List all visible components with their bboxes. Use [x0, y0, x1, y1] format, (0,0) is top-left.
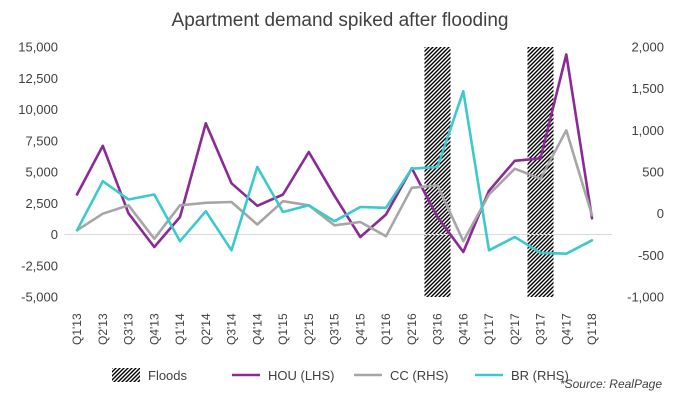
- legend-label: Floods: [148, 368, 188, 383]
- x-tick-label: Q1'17: [482, 313, 496, 345]
- y-left-tick-label: 5,000: [25, 165, 58, 180]
- y-left-tick-label: -5,000: [21, 290, 58, 305]
- y-left-tick-label: 10,000: [18, 102, 58, 117]
- y-right-tick-label: 2,000: [631, 40, 664, 55]
- x-tick-label: Q3'17: [534, 313, 548, 345]
- x-tick-label: Q4'15: [353, 313, 367, 345]
- legend: Floods HOU (LHS) CC (RHS) BR (RHS): [112, 368, 569, 383]
- x-tick-label: Q1'15: [276, 313, 290, 345]
- x-tick-label: Q1'16: [379, 313, 393, 345]
- legend-label: HOU (LHS): [268, 368, 334, 383]
- chart-title: Apartment demand spiked after flooding: [172, 10, 509, 31]
- x-tick-label: Q4'16: [456, 313, 470, 345]
- legend-label: CC (RHS): [390, 368, 449, 383]
- x-tick-label: Q2'15: [302, 313, 316, 345]
- x-tick-label: Q1'13: [70, 313, 84, 345]
- x-tick-label: Q2'17: [508, 313, 522, 345]
- x-tick-label: Q4'17: [559, 313, 573, 345]
- flood-band: [424, 47, 451, 297]
- legend-swatch: [112, 368, 140, 382]
- y-right-tick-label: -1,000: [627, 290, 664, 305]
- flood-bands: [424, 47, 554, 297]
- y-left-tick-label: 12,500: [18, 71, 58, 86]
- y-right-tick-label: 0: [657, 206, 664, 221]
- series-line-cc: [75, 129, 594, 243]
- y-right-tick-label: -500: [638, 248, 664, 263]
- y-left-tick-label: 7,500: [25, 133, 58, 148]
- legend-label: BR (RHS): [511, 368, 569, 383]
- x-tick-label: Q4'13: [147, 313, 161, 345]
- x-tick-label: Q3'15: [328, 313, 342, 345]
- x-tick-label: Q1'14: [173, 313, 187, 345]
- y-left-tick-label: 0: [51, 227, 58, 242]
- x-tick-label: Q2'14: [199, 313, 213, 345]
- x-tick-label: Q3'14: [225, 313, 239, 345]
- y-right-tick-label: 500: [642, 165, 664, 180]
- y-right-tick-label: 1,000: [631, 123, 664, 138]
- series-lines: [75, 53, 594, 255]
- x-tick-label: Q4'14: [250, 313, 264, 345]
- y-right-tick-label: 1,500: [631, 81, 664, 96]
- x-tick-label: Q1'18: [585, 313, 599, 345]
- x-tick-label: Q2'16: [405, 313, 419, 345]
- source-note: *Source: RealPage: [560, 377, 662, 391]
- flood-band: [527, 47, 554, 297]
- x-tick-label: Q3'16: [431, 313, 445, 345]
- axes: -5,000 -2,500 0 2,500 5,000 7,500 10,000 12,500…: [18, 40, 664, 346]
- series-line-hou: [75, 53, 594, 254]
- series-line-br: [75, 89, 594, 255]
- x-tick-label: Q2'13: [96, 313, 110, 345]
- y-left-tick-label: 2,500: [25, 196, 58, 211]
- y-left-tick-label: -2,500: [21, 258, 58, 273]
- y-left-tick-label: 15,000: [18, 40, 58, 55]
- x-tick-label: Q3'13: [122, 313, 136, 345]
